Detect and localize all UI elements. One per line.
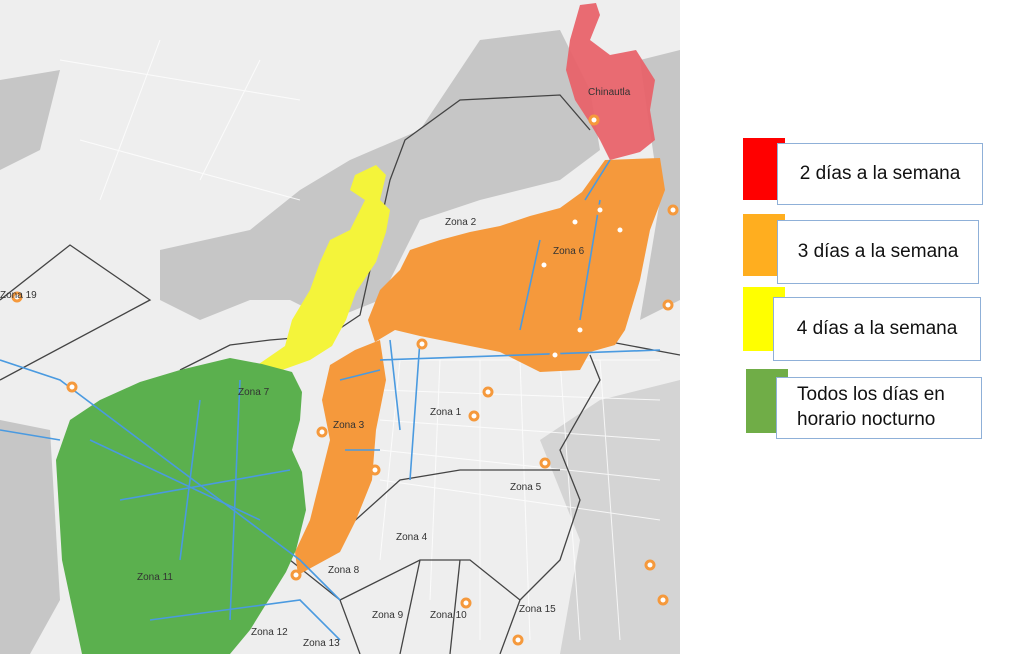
region-3-days [295,158,665,575]
legend-label: Todos los días en horario nocturno [776,377,982,439]
region-nightly [56,358,306,654]
zone-label: Zona 10 [430,610,467,621]
zone-label: Zona 13 [303,638,340,649]
zone-label: Zona 8 [328,565,360,576]
legend-label: 4 días a la semana [773,297,981,361]
zone-label: Zona 19 [0,290,37,301]
zone-label: Zona 7 [238,387,270,398]
zone-label: Zona 4 [396,532,428,543]
zone-label: Zona 2 [445,217,477,228]
region-4-days [256,165,390,370]
zone-label: Zona 5 [510,482,542,493]
zone-label: Zona 11 [137,572,173,583]
place-label-chinautla: Chinautla [588,87,631,98]
zone-label: Zona 1 [430,407,462,418]
water-schedule-map: Chinautla Zona 19 Zona 2 Zona 6 Zona 7 Z… [0,0,680,654]
water-pipes [0,159,661,641]
zone-label: Zona 12 [251,627,288,638]
legend-label: 3 días a la semana [777,220,979,284]
legend-label: 2 días a la semana [777,143,983,205]
region-2-days-chinautla [566,3,655,160]
zone-label: Zona 9 [372,610,404,621]
zone-label: Zona 15 [519,604,556,615]
zone-labels: Zona 19 Zona 2 Zona 6 Zona 7 Zona 1 Zona… [0,217,585,649]
zone-label: Zona 6 [553,246,585,257]
well-markers [11,114,679,646]
zone-label: Zona 3 [333,420,365,431]
